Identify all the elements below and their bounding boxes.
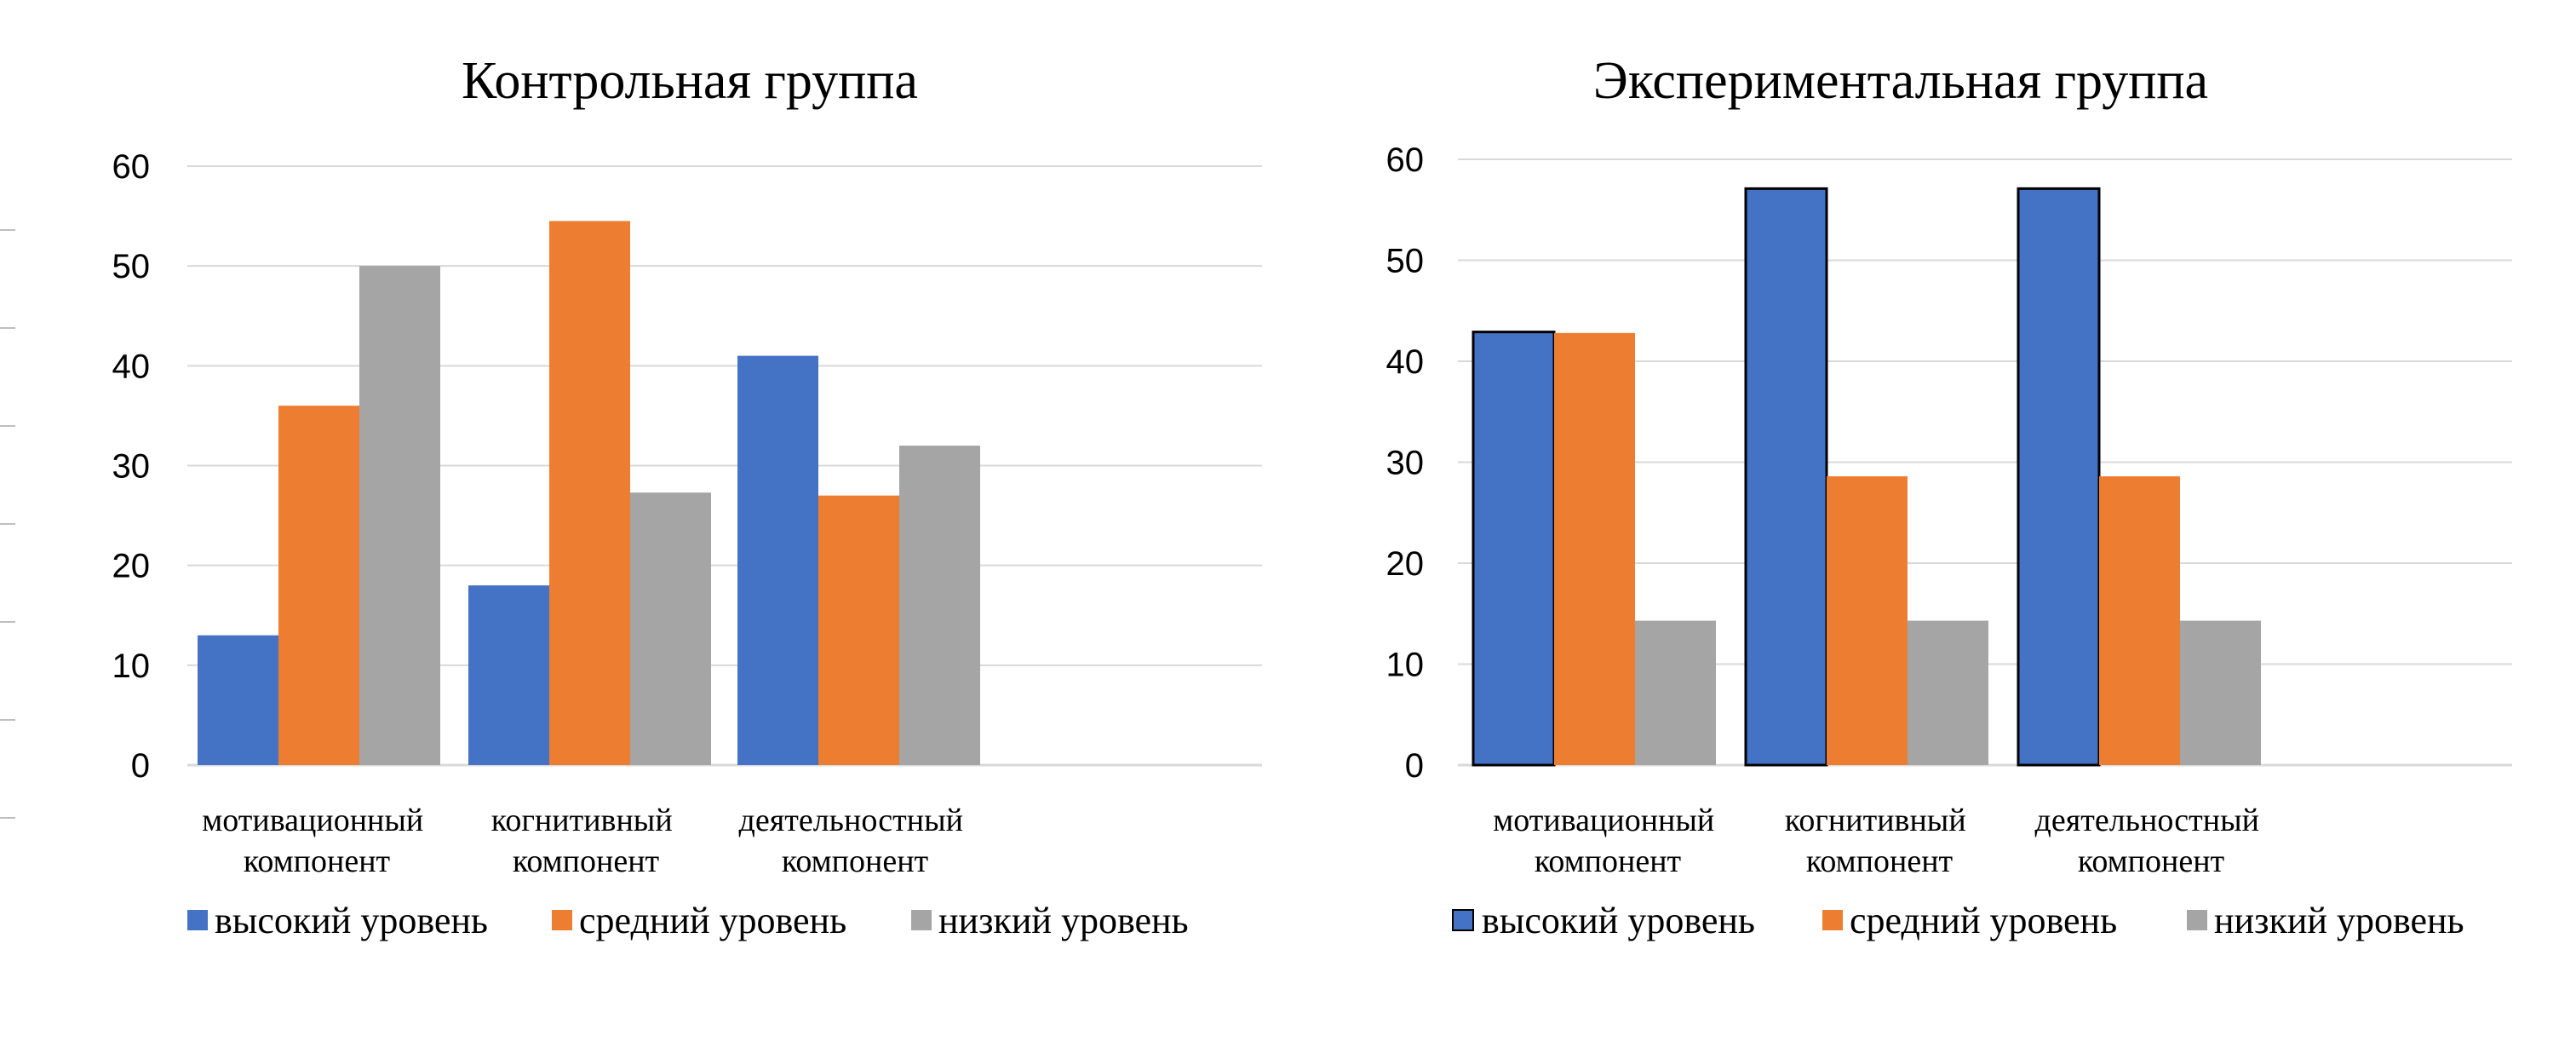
y-tick-label: 40 — [112, 348, 151, 385]
category-label-line: компонент — [1806, 843, 1954, 879]
left-edge-ticks — [0, 229, 15, 819]
y-tick-label: 60 — [112, 148, 151, 186]
bar — [359, 266, 440, 766]
bar — [818, 495, 899, 765]
bar — [899, 446, 980, 765]
bar — [198, 635, 278, 765]
experimental-group-chart: Экспериментальная группа 0 10 20 30 40 50 60 м… — [1386, 52, 2512, 941]
legend-swatch-low — [2187, 910, 2207, 930]
legend-label-medium: средний уровень — [579, 900, 846, 941]
bars — [198, 221, 980, 766]
category-label-line: когнитивный — [491, 803, 673, 838]
y-tick-label: 50 — [1386, 243, 1425, 280]
bar — [630, 492, 711, 765]
y-tick-label: 20 — [1386, 545, 1425, 583]
legend-label-medium: средний уровень — [1850, 900, 2117, 941]
bar — [278, 406, 359, 765]
bar — [1554, 332, 1635, 765]
x-axis-category-labels: мотивационный компонент когнитивный комп… — [1493, 803, 2268, 879]
y-tick-label: 60 — [1386, 141, 1425, 179]
category-label-line: деятельностный — [2035, 803, 2259, 838]
bar — [1908, 620, 1988, 765]
category-label-line: компонент — [1535, 843, 1682, 879]
bar — [2099, 476, 2180, 765]
y-tick-label: 20 — [112, 548, 151, 585]
y-tick-label: 40 — [1386, 343, 1425, 381]
bar — [468, 585, 549, 765]
bar — [549, 221, 630, 766]
chart-title: Контрольная группа — [462, 52, 918, 110]
bar — [2017, 187, 2101, 767]
y-tick-label: 10 — [112, 647, 151, 685]
category-label-line: компонент — [2078, 843, 2225, 879]
bar — [1635, 620, 1716, 765]
legend-swatch-low — [911, 910, 932, 930]
y-tick-label: 10 — [1386, 647, 1425, 684]
category-label-line: мотивационный — [1493, 803, 1714, 838]
legend-label-high: высокий уровень — [1482, 900, 1755, 941]
bar — [1744, 187, 1828, 767]
y-tick-label: 30 — [112, 448, 151, 486]
x-axis-category-labels: мотивационный компонент когнитивный комп… — [202, 803, 972, 879]
y-tick-label: 50 — [112, 248, 151, 285]
legend-swatch-high — [1452, 909, 1474, 931]
svg-text:мотивационный компонен: мотивационный компонент — [202, 803, 432, 879]
legend-swatch-medium — [552, 910, 572, 930]
category-label-line: компонент — [244, 843, 391, 879]
bar — [1472, 331, 1556, 767]
y-axis-tick-labels: 0 10 20 30 40 50 60 — [1386, 141, 1425, 785]
legend: высокий уровень средний уровень низкий у… — [1452, 900, 2464, 941]
chart-title: Экспериментальная группа — [1593, 52, 2208, 110]
bars — [1472, 187, 2261, 767]
bar — [2180, 620, 2261, 765]
legend: высокий уровень средний уровень низкий у… — [187, 900, 1189, 941]
legend-swatch-medium — [1822, 910, 1843, 930]
category-label-line: мотивационный — [202, 803, 423, 838]
bar — [1827, 476, 1908, 765]
svg-text:деятельностный компоне: деятельностный компонент — [739, 803, 972, 879]
legend-label-low: низкий уровень — [2214, 900, 2464, 941]
category-label-line: компонент — [513, 843, 660, 879]
legend-swatch-high — [187, 910, 208, 930]
legend-label-low: низкий уровень — [938, 900, 1189, 941]
category-label-line: деятельностный — [739, 803, 963, 838]
bar — [737, 355, 818, 765]
category-label-line: когнитивный — [1785, 803, 1966, 838]
svg-text:мотивационный компонен: мотивационный компонент — [1493, 803, 1723, 879]
svg-text:деятельностный компоне: деятельностный компонент — [2035, 803, 2268, 879]
svg-text:когнитивный компонент: когнитивный компонент — [1785, 803, 1974, 879]
y-tick-label: 0 — [131, 747, 150, 785]
control-group-chart: Контрольная группа 0 10 20 30 40 50 60 мотивац… — [112, 52, 1262, 941]
y-tick-label: 0 — [1405, 747, 1424, 785]
category-label-line: компонент — [782, 843, 929, 879]
legend-label-high: высокий уровень — [215, 900, 488, 941]
y-axis-tick-labels: 0 10 20 30 40 50 60 — [112, 148, 151, 785]
svg-text:когнитивный компонент: когнитивный компонент — [491, 803, 680, 879]
y-tick-label: 30 — [1386, 445, 1425, 482]
